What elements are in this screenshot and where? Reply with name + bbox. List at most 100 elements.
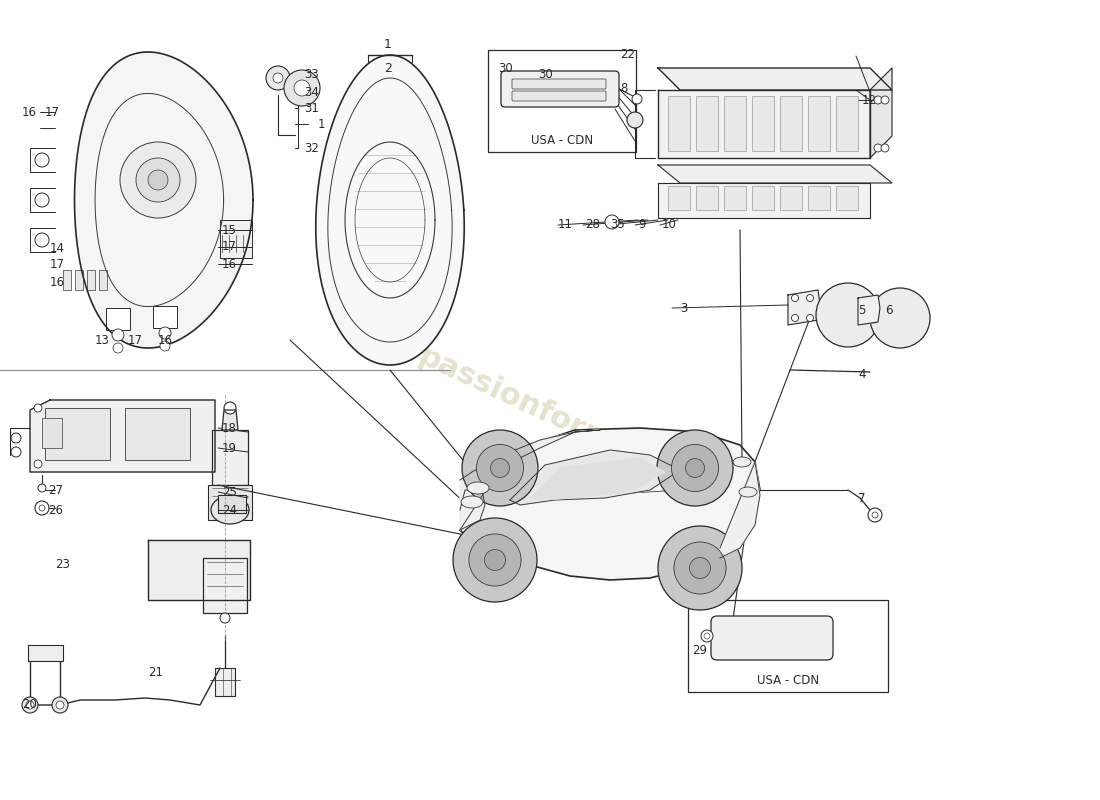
Circle shape <box>792 294 799 302</box>
Text: 10: 10 <box>662 218 676 231</box>
Circle shape <box>627 112 644 128</box>
Circle shape <box>605 215 619 229</box>
Text: 30: 30 <box>538 69 552 82</box>
Polygon shape <box>658 165 892 183</box>
Text: 16: 16 <box>50 275 65 289</box>
Circle shape <box>26 701 34 709</box>
Text: 23: 23 <box>55 558 70 571</box>
Text: since 1985: since 1985 <box>490 453 620 527</box>
Text: 7: 7 <box>858 491 866 505</box>
Text: 26: 26 <box>48 503 63 517</box>
Text: 21: 21 <box>148 666 163 678</box>
Text: 16: 16 <box>22 106 37 118</box>
Bar <box>87 270 95 290</box>
Ellipse shape <box>468 482 490 494</box>
Text: 19: 19 <box>222 442 236 454</box>
Circle shape <box>874 144 882 152</box>
Circle shape <box>701 630 713 642</box>
Bar <box>28 645 63 661</box>
Polygon shape <box>720 462 760 558</box>
Text: 30: 30 <box>498 62 513 74</box>
Bar <box>724 186 746 210</box>
Text: 11: 11 <box>558 218 573 231</box>
Text: 31: 31 <box>304 102 319 114</box>
Circle shape <box>816 283 880 347</box>
Circle shape <box>160 327 170 339</box>
Circle shape <box>870 288 930 348</box>
Circle shape <box>484 550 506 570</box>
Text: 9: 9 <box>638 218 646 231</box>
Polygon shape <box>510 450 680 505</box>
Circle shape <box>685 458 704 478</box>
Text: 15: 15 <box>222 223 236 237</box>
Text: 17: 17 <box>222 241 236 254</box>
Bar <box>99 270 107 290</box>
Bar <box>212 430 248 485</box>
Bar <box>45 408 110 460</box>
Circle shape <box>35 193 50 207</box>
Text: 1: 1 <box>318 118 326 130</box>
Circle shape <box>112 329 124 341</box>
FancyBboxPatch shape <box>512 79 606 89</box>
Text: 24: 24 <box>222 503 236 517</box>
Polygon shape <box>75 52 253 348</box>
Text: 5: 5 <box>858 303 866 317</box>
Circle shape <box>160 341 170 351</box>
Circle shape <box>704 633 710 639</box>
Polygon shape <box>316 55 464 365</box>
Ellipse shape <box>461 496 483 508</box>
Text: 6: 6 <box>886 303 892 317</box>
Circle shape <box>871 317 877 323</box>
Circle shape <box>284 70 320 106</box>
FancyBboxPatch shape <box>711 616 833 660</box>
Circle shape <box>462 430 538 506</box>
Bar <box>220 220 252 258</box>
Polygon shape <box>460 490 485 530</box>
Text: 12: 12 <box>862 94 877 106</box>
FancyBboxPatch shape <box>512 91 606 101</box>
Bar <box>808 186 830 210</box>
Text: 33: 33 <box>304 69 319 82</box>
Bar <box>668 186 690 210</box>
Circle shape <box>861 297 867 303</box>
Circle shape <box>294 80 310 96</box>
Polygon shape <box>460 430 600 530</box>
Bar <box>752 186 774 210</box>
Text: passionforparts.com: passionforparts.com <box>414 342 746 518</box>
Bar <box>808 96 830 151</box>
Polygon shape <box>460 428 760 580</box>
Circle shape <box>52 697 68 713</box>
Circle shape <box>658 526 742 610</box>
Bar <box>125 408 190 460</box>
Circle shape <box>671 445 718 491</box>
Circle shape <box>220 613 230 623</box>
Circle shape <box>273 73 283 83</box>
Text: 3: 3 <box>680 302 688 314</box>
Circle shape <box>872 512 878 518</box>
Circle shape <box>806 294 814 302</box>
Bar <box>106 308 130 330</box>
Polygon shape <box>788 290 820 325</box>
Bar <box>218 495 246 513</box>
Text: 25: 25 <box>222 486 236 498</box>
Text: 28: 28 <box>585 218 600 231</box>
Circle shape <box>39 484 46 492</box>
Circle shape <box>453 518 537 602</box>
Text: 17: 17 <box>50 258 65 271</box>
Bar <box>204 558 248 613</box>
Circle shape <box>136 158 180 202</box>
Circle shape <box>871 297 877 303</box>
Bar <box>208 485 252 520</box>
Bar <box>724 96 746 151</box>
Circle shape <box>34 460 42 468</box>
Polygon shape <box>870 68 892 158</box>
Circle shape <box>224 402 236 414</box>
Circle shape <box>56 701 64 709</box>
Polygon shape <box>658 90 870 158</box>
Text: 1: 1 <box>384 38 392 51</box>
Polygon shape <box>148 540 250 600</box>
Circle shape <box>792 314 799 322</box>
Text: 27: 27 <box>48 483 63 497</box>
Text: 35: 35 <box>610 218 625 231</box>
Circle shape <box>35 233 50 247</box>
